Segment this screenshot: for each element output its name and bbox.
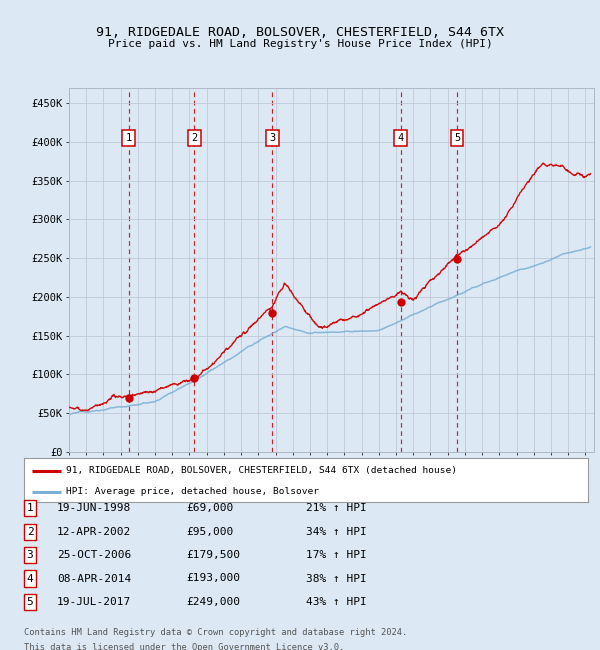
Text: 34% ↑ HPI: 34% ↑ HPI [306,526,367,537]
Text: £179,500: £179,500 [186,550,240,560]
Text: £95,000: £95,000 [186,526,233,537]
Text: 3: 3 [26,550,34,560]
Text: Price paid vs. HM Land Registry's House Price Index (HPI): Price paid vs. HM Land Registry's House … [107,39,493,49]
Text: 91, RIDGEDALE ROAD, BOLSOVER, CHESTERFIELD, S44 6TX (detached house): 91, RIDGEDALE ROAD, BOLSOVER, CHESTERFIE… [66,466,457,475]
Text: 19-JUL-2017: 19-JUL-2017 [57,597,131,607]
Text: 43% ↑ HPI: 43% ↑ HPI [306,597,367,607]
Text: 1: 1 [125,133,131,143]
Text: 2: 2 [26,526,34,537]
Text: 21% ↑ HPI: 21% ↑ HPI [306,503,367,514]
Text: £249,000: £249,000 [186,597,240,607]
Text: HPI: Average price, detached house, Bolsover: HPI: Average price, detached house, Bols… [66,488,319,497]
Text: 08-APR-2014: 08-APR-2014 [57,573,131,584]
Text: 3: 3 [269,133,275,143]
Text: £193,000: £193,000 [186,573,240,584]
Text: Contains HM Land Registry data © Crown copyright and database right 2024.: Contains HM Land Registry data © Crown c… [24,628,407,637]
Text: 4: 4 [398,133,404,143]
Text: £69,000: £69,000 [186,503,233,514]
Text: 91, RIDGEDALE ROAD, BOLSOVER, CHESTERFIELD, S44 6TX: 91, RIDGEDALE ROAD, BOLSOVER, CHESTERFIE… [96,26,504,39]
Text: 25-OCT-2006: 25-OCT-2006 [57,550,131,560]
Text: 4: 4 [26,573,34,584]
Text: 5: 5 [26,597,34,607]
Text: This data is licensed under the Open Government Licence v3.0.: This data is licensed under the Open Gov… [24,643,344,650]
Text: 19-JUN-1998: 19-JUN-1998 [57,503,131,514]
Text: 12-APR-2002: 12-APR-2002 [57,526,131,537]
Text: 1: 1 [26,503,34,514]
Text: 2: 2 [191,133,197,143]
Text: 38% ↑ HPI: 38% ↑ HPI [306,573,367,584]
Text: 5: 5 [454,133,460,143]
Text: 17% ↑ HPI: 17% ↑ HPI [306,550,367,560]
